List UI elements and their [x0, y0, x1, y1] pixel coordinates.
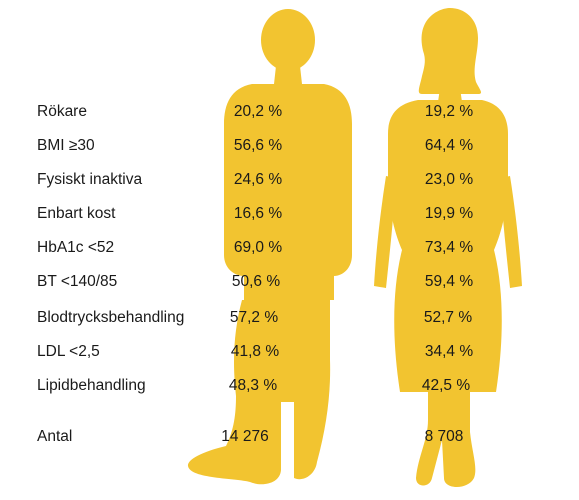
female-value-bt: 59,4 %	[424, 273, 474, 290]
male-value-enbart-kost: 16,6 %	[233, 205, 283, 222]
row-label-rokare: Rökare	[37, 103, 87, 120]
female-value-lipidbehandling: 42,5 %	[421, 377, 471, 394]
male-value-rokare: 20,2 %	[233, 103, 283, 120]
male-silhouette	[187, 9, 352, 485]
female-value-fysiskt-inaktiva: 23,0 %	[424, 171, 474, 188]
row-label-lipidbehandling: Lipidbehandling	[37, 377, 146, 394]
male-value-fysiskt-inaktiva: 24,6 %	[233, 171, 283, 188]
row-label-ldl: LDL <2,5	[37, 343, 100, 360]
row-label-hba1c: HbA1c <52	[37, 239, 115, 256]
female-value-bmi: 64,4 %	[424, 137, 474, 154]
row-label-bmi: BMI ≥30	[37, 137, 95, 154]
female-count: 8 708	[424, 428, 464, 445]
row-label-fysiskt-inaktiva: Fysiskt inaktiva	[37, 171, 143, 188]
male-value-ldl: 41,8 %	[230, 343, 280, 360]
male-count: 14 276	[221, 428, 269, 445]
male-value-bt: 50,6 %	[231, 273, 281, 290]
female-value-rokare: 19,2 %	[424, 103, 474, 120]
row-label-bt: BT <140/85	[37, 273, 118, 290]
female-value-blodtrycksbehandling: 52,7 %	[423, 309, 473, 326]
male-value-bmi: 56,6 %	[233, 137, 283, 154]
male-value-hba1c: 69,0 %	[233, 239, 283, 256]
male-value-lipidbehandling: 48,3 %	[228, 377, 278, 394]
female-value-enbart-kost: 19,9 %	[424, 205, 474, 222]
female-value-hba1c: 73,4 %	[424, 239, 474, 256]
count-label: Antal	[37, 428, 73, 445]
male-value-blodtrycksbehandling: 57,2 %	[229, 309, 279, 326]
row-label-blodtrycksbehandling: Blodtrycksbehandling	[37, 309, 185, 326]
row-label-enbart-kost: Enbart kost	[37, 205, 116, 222]
female-silhouette	[374, 8, 522, 487]
female-value-ldl: 34,4 %	[424, 343, 474, 360]
